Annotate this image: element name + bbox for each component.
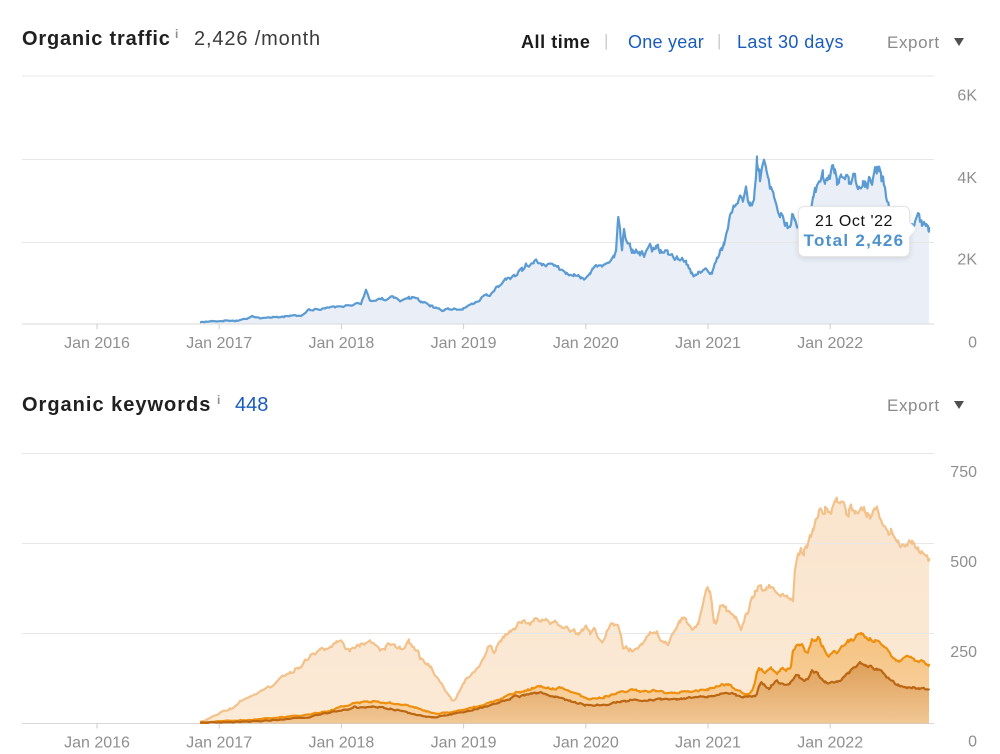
svg-text:Jan 2022: Jan 2022 (797, 735, 863, 752)
svg-text:6K: 6K (957, 88, 977, 105)
svg-text:Jan 2017: Jan 2017 (186, 335, 252, 352)
svg-text:4K: 4K (957, 170, 977, 187)
svg-text:Jan 2019: Jan 2019 (431, 335, 497, 352)
svg-text:750: 750 (950, 464, 977, 481)
svg-text:Jan 2019: Jan 2019 (431, 735, 497, 752)
svg-text:2K: 2K (957, 252, 977, 269)
svg-text:250: 250 (950, 644, 977, 661)
svg-text:Jan 2021: Jan 2021 (675, 335, 741, 352)
svg-text:Jan 2021: Jan 2021 (675, 735, 741, 752)
svg-text:0: 0 (968, 335, 977, 352)
svg-text:Jan 2020: Jan 2020 (553, 335, 619, 352)
svg-text:Jan 2020: Jan 2020 (553, 735, 619, 752)
svg-text:Jan 2017: Jan 2017 (186, 735, 252, 752)
svg-text:Jan 2018: Jan 2018 (308, 735, 374, 752)
svg-text:Jan 2018: Jan 2018 (308, 335, 374, 352)
svg-text:Jan 2022: Jan 2022 (797, 335, 863, 352)
svg-text:Jan 2016: Jan 2016 (64, 335, 130, 352)
svg-text:500: 500 (950, 554, 977, 571)
svg-text:0: 0 (968, 734, 977, 751)
svg-text:Jan 2016: Jan 2016 (64, 735, 130, 752)
